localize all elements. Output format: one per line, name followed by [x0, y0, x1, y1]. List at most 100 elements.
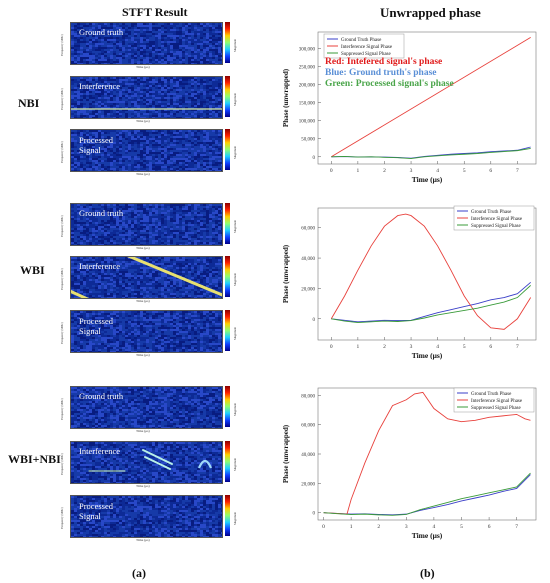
- wbi-chirp-2: [144, 456, 171, 470]
- series-line-ground-truth: [331, 281, 531, 323]
- colorbar-label: Magnitude: [233, 327, 237, 340]
- panel-title-interference: Interference: [79, 81, 121, 91]
- series-line-suppressed: [331, 285, 531, 324]
- x-tick-label: 0: [330, 168, 333, 174]
- x-tick-label: 6: [489, 344, 492, 350]
- stft-panel-wbi: Interference: [70, 256, 223, 299]
- x-tick-label: 5: [463, 168, 466, 174]
- x-tick-label: 0: [322, 524, 325, 530]
- series-line-suppressed: [323, 472, 531, 516]
- y-tick-label: 20,000: [301, 287, 315, 292]
- x-axis-label: Time (μs): [412, 175, 443, 184]
- y-tick-label: 0: [313, 318, 316, 323]
- annotation-blue: Blue: Ground truth's phase: [325, 68, 437, 78]
- y-tick-label: 200,000: [299, 83, 316, 88]
- colorbar: [225, 256, 230, 297]
- panel-xlabel: Time (μs): [136, 119, 150, 123]
- colorbar-label: Magnitude: [233, 39, 237, 52]
- y-tick-label: 20,000: [301, 482, 315, 487]
- legend-entry: Suppressed Signal Phase: [471, 224, 522, 229]
- y-tick-label: 0: [313, 512, 316, 517]
- panel-ylabel: Frequency (MHz): [60, 34, 64, 56]
- wbi-chirp-1: [142, 449, 173, 465]
- panel-ylabel: Frequency (MHz): [60, 88, 64, 110]
- legend-entry: Ground Truth Phase: [471, 392, 512, 397]
- caption-a: (a): [132, 566, 146, 580]
- x-tick-label: 3: [410, 168, 413, 174]
- x-tick-label: 0: [330, 344, 333, 350]
- y-axis-label: Phase (unwrapped): [282, 68, 290, 127]
- panel-xlabel: Time (μs): [136, 65, 150, 69]
- y-tick-label: 250,000: [299, 65, 316, 70]
- stft-header: STFT Result: [122, 5, 188, 19]
- y-tick-label: 300,000: [299, 47, 316, 52]
- legend-entry: Suppressed Signal Phase: [471, 406, 522, 411]
- colorbar: [225, 22, 230, 63]
- panel-title-ground-truth: Ground truth: [79, 391, 124, 401]
- x-tick-label: 3: [410, 344, 413, 350]
- panel-title-ground-truth: Ground truth: [79, 27, 124, 37]
- stft-panel-gt: Ground truth: [70, 386, 223, 429]
- colorbar: [225, 129, 230, 170]
- panel-ylabel: Frequency (MHz): [60, 268, 64, 290]
- x-tick-label: 7: [516, 344, 519, 350]
- stft-panel-gt: Ground truth: [70, 22, 223, 65]
- y-tick-label: 0: [313, 156, 316, 161]
- colorbar: [225, 495, 230, 536]
- panel-xlabel: Time (μs): [136, 484, 150, 488]
- x-tick-label: 4: [436, 344, 439, 350]
- colorbar: [225, 441, 230, 482]
- y-tick-label: 80,000: [301, 394, 315, 399]
- panel-xlabel: Time (μs): [136, 538, 150, 542]
- x-tick-label: 2: [383, 168, 386, 174]
- x-axis-label: Time (μs): [412, 351, 443, 360]
- panel-ylabel: Frequency (MHz): [60, 322, 64, 344]
- panel-ylabel: Frequency (MHz): [60, 398, 64, 420]
- y-tick-label: 60,000: [301, 227, 315, 232]
- legend-entry: Suppressed Signal Phase: [341, 52, 392, 57]
- panel-xlabel: Time (μs): [136, 246, 150, 250]
- y-tick-label: 40,000: [301, 257, 315, 262]
- colorbar-label: Magnitude: [233, 220, 237, 233]
- legend-entry: Interference Signal Phase: [471, 217, 523, 222]
- x-tick-label: 7: [516, 168, 519, 174]
- x-tick-label: 6: [489, 168, 492, 174]
- series-line-suppressed: [331, 148, 531, 160]
- colorbar: [225, 203, 230, 244]
- panel-ylabel: Frequency (MHz): [60, 453, 64, 475]
- unwrapped-header: Unwrapped phase: [380, 5, 481, 20]
- colorbar-label: Magnitude: [233, 273, 237, 286]
- x-tick-label: 4: [433, 524, 436, 530]
- x-tick-label: 4: [436, 168, 439, 174]
- row-label-wbi: WBI: [20, 263, 45, 277]
- y-tick-label: 50,000: [301, 138, 315, 143]
- stft-panel-nbi: Interference: [70, 76, 223, 119]
- phase-chart-wbi: 0 20,000 40,000 60,000 0 1 2 3 4 5 6 7 Time (μs) Phas…: [282, 205, 537, 360]
- panel-ylabel: Frequency (MHz): [60, 507, 64, 529]
- panel-title-ground-truth: Ground truth: [79, 208, 124, 218]
- x-tick-label: 2: [383, 344, 386, 350]
- row-label-wbi-nbi: WBI+NBI: [8, 452, 61, 466]
- panel-title-interference: Interference: [79, 261, 121, 271]
- panel-xlabel: Time (μs): [136, 299, 150, 303]
- series-line-interference: [330, 213, 532, 330]
- x-tick-label: 1: [357, 344, 360, 350]
- colorbar-label: Magnitude: [233, 458, 237, 471]
- legend-entry: Interference Signal Phase: [471, 399, 523, 404]
- series-line-interference: [323, 391, 531, 515]
- x-tick-label: 5: [463, 344, 466, 350]
- legend-entry: Ground Truth Phase: [341, 38, 382, 43]
- caption-b: (b): [420, 566, 435, 580]
- panel-xlabel: Time (μs): [136, 429, 150, 433]
- y-axis-label: Phase (unwrapped): [282, 244, 290, 303]
- panel-xlabel: Time (μs): [136, 353, 150, 357]
- colorbar-label: Magnitude: [233, 403, 237, 416]
- x-tick-label: 1: [357, 168, 360, 174]
- x-tick-label: 5: [460, 524, 463, 530]
- colorbar: [225, 76, 230, 117]
- panel-title-processed: Processed Signal: [79, 135, 113, 155]
- x-tick-label: 6: [488, 524, 491, 530]
- x-tick-label: 2: [377, 524, 380, 530]
- y-tick-label: 40,000: [301, 453, 315, 458]
- y-axis-label: Phase (unwrapped): [282, 424, 290, 483]
